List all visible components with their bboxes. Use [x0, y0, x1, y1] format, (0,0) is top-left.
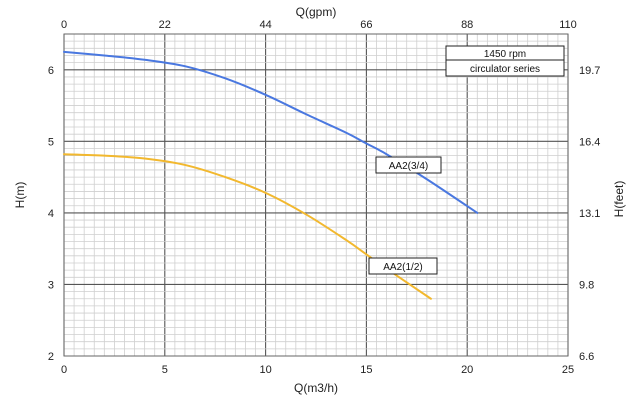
y-tick-label-right: 16.4 [579, 136, 600, 148]
series-line-aa2-3-4 [63, 50, 479, 214]
curve-label-text: AA2(1/2) [383, 262, 422, 273]
y-axis-title-left: H(m) [13, 182, 27, 209]
legend-box-frame [445, 45, 565, 77]
legend-box: 1450 rpm circulator series [445, 45, 565, 77]
y-axis-title-right: H(feet) [612, 181, 626, 218]
curve-label-box [368, 257, 438, 275]
legend-speed-label: 1450 rpm [484, 49, 526, 60]
x-tick-label-top: 0 [61, 19, 67, 31]
x-tick-label-top: 22 [159, 19, 171, 31]
y-tick-label-right: 13.1 [579, 208, 600, 220]
x-tick-label-bottom: 0 [61, 364, 67, 376]
x-tick-label-bottom: 10 [259, 364, 271, 376]
x-tick-label-top: 110 [559, 19, 577, 31]
y-tick-label-left: 4 [48, 208, 54, 220]
x-tick-label-top: 44 [259, 19, 271, 31]
x-axis-title-top: Q(gpm) [296, 5, 337, 19]
plot-frame [63, 33, 569, 357]
curve-label-aa2-3-4: AA2(3/4) [375, 156, 442, 174]
y-tick-label-right: 9.8 [579, 279, 594, 291]
x-axis-title-bottom: Q(m3/h) [294, 381, 338, 395]
x-tick-label-bottom: 15 [360, 364, 372, 376]
x-tick-label-top: 88 [461, 19, 473, 31]
curve-label-text: AA2(3/4) [389, 161, 428, 172]
legend-series-label: circulator series [470, 64, 540, 75]
x-tick-label-bottom: 5 [162, 364, 168, 376]
x-tick-label-bottom: 25 [562, 364, 574, 376]
curve-label-box [375, 156, 442, 174]
curve-label-aa2-1-2: AA2(1/2) [368, 257, 438, 275]
grid [63, 33, 569, 357]
y-tick-label-left: 3 [48, 279, 54, 291]
x-tick-label-bottom: 20 [461, 364, 473, 376]
y-tick-label-left: 5 [48, 136, 54, 148]
y-tick-label-left: 2 [48, 351, 54, 363]
y-tick-label-left: 6 [48, 65, 54, 77]
y-tick-label-right: 6.6 [579, 351, 594, 363]
tick-labels: 0 5 10 15 20 25 0 22 44 66 88 110 2 3 4 5 6 6.6 9.8 13.1 16.… [48, 19, 601, 376]
y-tick-label-right: 19.7 [579, 65, 600, 77]
curve-labels: AA2(3/4) AA2(1/2) [368, 156, 442, 275]
x-tick-label-top: 66 [360, 19, 372, 31]
